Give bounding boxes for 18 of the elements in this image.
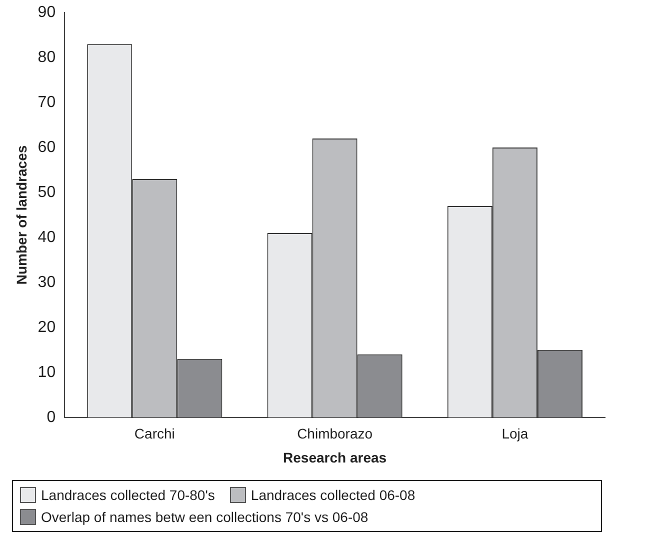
legend-label: Landraces collected 06-08 [250, 487, 416, 503]
y-tick-label: 70 [38, 94, 56, 111]
legend-label: Overlap of names betw een collections 70's vs 06-08 [41, 509, 368, 525]
y-tick-label: 80 [38, 48, 56, 66]
x-axis-title: Research areas [283, 449, 387, 466]
x-tick-label: Loja [502, 426, 528, 442]
y-tick-label: 40 [38, 228, 56, 246]
x-tick-label: Chimborazo [297, 426, 373, 442]
legend-label: Landraces collected 70-80's [41, 487, 215, 503]
y-tick-label: 60 [38, 138, 56, 156]
x-tick-label: Carchi [134, 426, 175, 442]
y-tick-label: 10 [38, 364, 56, 381]
y-tick-label: 20 [38, 318, 56, 336]
y-tick-label: 50 [38, 184, 56, 201]
y-tick-label: 90 [38, 4, 56, 22]
y-tick-label: 0 [46, 408, 56, 426]
y-tick-label: 30 [38, 274, 56, 291]
y-axis-title: Number of landraces [13, 145, 30, 285]
